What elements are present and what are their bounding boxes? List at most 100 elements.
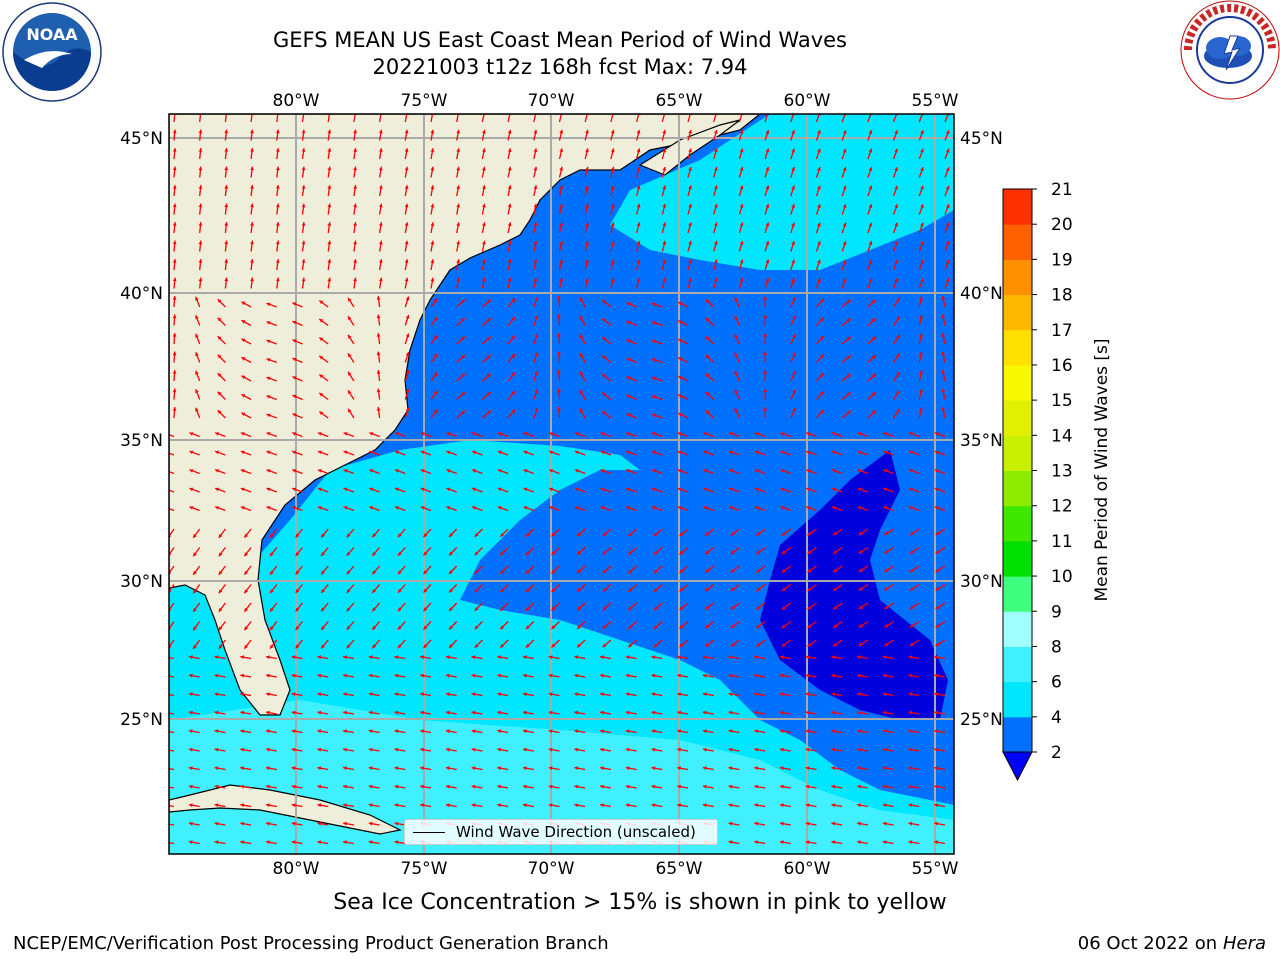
wave-direction-arrowhead [882, 766, 887, 771]
wave-direction-arrowhead [882, 710, 887, 715]
wave-direction-arrowhead [934, 655, 938, 660]
wave-direction-arrowhead [626, 320, 631, 325]
wave-direction-arrowhead [497, 692, 502, 697]
wave-direction-arrowhead [548, 655, 553, 660]
wave-direction-arrowhead [781, 568, 786, 573]
wave-direction-arrowhead [346, 533, 351, 538]
wave-direction-arrowhead [805, 729, 810, 734]
wave-direction-arrowhead [884, 531, 889, 535]
wave-direction-arrowhead [525, 569, 530, 574]
wave-direction-arrowhead [291, 747, 296, 752]
wave-direction-arrowhead [846, 410, 851, 415]
wave-direction-arrowhead [523, 487, 528, 492]
wave-direction-arrowhead [806, 432, 811, 436]
wave-direction-arrowhead [754, 747, 759, 752]
wave-direction-arrowhead [172, 407, 177, 411]
wave-direction-arrowhead [523, 432, 528, 436]
wave-direction-arrowhead [896, 371, 900, 376]
wave-direction-arrowhead [935, 623, 940, 628]
lat-tick-left: 35°N [120, 431, 163, 451]
nws-logo [1180, 0, 1280, 100]
wave-direction-arrow [353, 114, 356, 123]
wave-direction-arrowhead [868, 278, 873, 283]
wave-direction-arrowhead [507, 185, 512, 190]
wave-direction-arrowhead [896, 408, 900, 413]
wave-direction-arrowhead [820, 391, 824, 396]
wave-direction-arrowhead [652, 395, 656, 399]
wave-direction-arrowhead [434, 335, 438, 340]
wave-direction-arrowhead [868, 241, 873, 246]
wave-direction-arrowhead [343, 747, 347, 752]
colorbar-tick-label: 9 [1051, 602, 1062, 622]
wave-direction-arrowhead [739, 241, 744, 245]
wave-direction-arrowhead [497, 803, 502, 808]
wave-direction-arrowhead [405, 352, 410, 356]
wave-direction-arrowhead [372, 625, 377, 630]
wave-direction-arrowhead [908, 840, 913, 845]
wave-direction-arrowhead [188, 821, 193, 826]
wave-direction-arrowhead [534, 352, 539, 357]
wave-direction-arrowhead [677, 506, 682, 510]
wave-direction-arrowhead [636, 240, 641, 245]
colorbar-segment [1003, 259, 1032, 296]
wave-direction-arrowhead [346, 625, 351, 630]
wave-direction-arrowhead [456, 277, 460, 282]
wave-direction-arrowhead [780, 673, 784, 678]
wave-direction-arrowhead [430, 185, 435, 189]
wave-direction-arrowhead [551, 532, 556, 537]
wave-direction-arrowhead [295, 552, 300, 556]
wave-direction-arrowhead [275, 129, 280, 134]
wave-direction-arrowhead [857, 506, 862, 510]
wave-direction-arrowhead [559, 259, 564, 264]
wave-direction-arrow [169, 433, 175, 438]
noaa-logo: NOAA [2, 2, 102, 102]
wave-direction-arrowhead [791, 222, 795, 227]
wave-direction-arrowhead [486, 318, 491, 322]
wave-direction-arrowhead [705, 355, 710, 359]
wave-direction-arrow [815, 114, 820, 123]
wave-direction-arrowhead [574, 673, 579, 678]
wave-direction-arrowhead [456, 222, 460, 226]
wave-direction-arrowhead [549, 469, 554, 473]
wave-direction-arrowhead [317, 469, 322, 473]
wave-direction-arrowhead [831, 673, 836, 678]
wave-direction-arrowhead [266, 302, 271, 307]
wave-direction-arrowhead [266, 747, 270, 752]
wave-direction-arrowhead [270, 552, 274, 557]
wave-direction-arrowhead [445, 655, 450, 660]
wave-direction-arrowhead [806, 487, 811, 492]
wave-direction-arrowhead [224, 203, 229, 208]
wave-direction-arrowhead [574, 487, 579, 492]
wave-direction-arrowhead [662, 129, 667, 134]
wave-direction-arrowhead [250, 240, 254, 245]
wave-direction-arrowhead [574, 747, 579, 752]
wave-direction-arrowhead [688, 240, 692, 245]
wave-direction-arrowhead [423, 570, 428, 575]
wave-direction-arrowhead [579, 334, 584, 339]
wave-direction-arrowhead [319, 393, 324, 397]
wave-direction-arrowhead [626, 450, 631, 455]
wave-direction-arrowhead [405, 296, 410, 301]
wave-direction-arrowhead [729, 506, 733, 510]
wave-direction-arrowhead [842, 278, 847, 282]
wave-direction-arrowhead [348, 408, 352, 413]
wave-direction-arrowhead [910, 642, 914, 646]
wave-direction-arrowhead [705, 410, 710, 415]
wave-direction-arrowhead [548, 803, 553, 808]
wave-direction-arrowhead [585, 240, 589, 245]
wave-direction-arrowhead [636, 259, 641, 264]
wave-direction-arrow [169, 693, 175, 697]
wave-direction-arrowhead [662, 277, 667, 282]
wave-direction-arrowhead [195, 370, 199, 375]
wave-direction-arrowhead [702, 747, 707, 752]
wave-direction-arrowhead [482, 222, 486, 227]
wave-direction-arrowhead [763, 333, 768, 337]
wave-direction-arrowhead [934, 487, 939, 492]
wave-direction-arrowhead [703, 506, 708, 510]
wave-direction-arrowhead [728, 840, 733, 845]
wave-direction-arrowhead [241, 357, 246, 361]
lon-tick-bottom: 65°W [656, 859, 703, 879]
wave-direction-arrowhead [846, 373, 851, 378]
wave-direction-arrowhead [327, 222, 332, 226]
wave-direction-arrowhead [934, 784, 938, 789]
